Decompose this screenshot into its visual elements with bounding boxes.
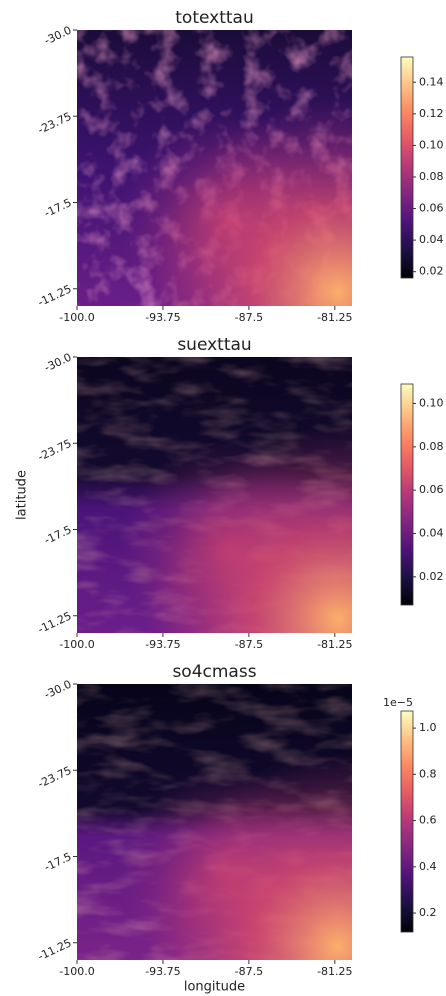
- heatmap-hotspot: [77, 357, 352, 633]
- y-tick-label: -17.5: [42, 850, 73, 874]
- colorbar: [400, 710, 414, 933]
- colorbar-tick-label: 0.4: [419, 860, 437, 873]
- chart-title: so4cmass: [172, 662, 256, 682]
- x-tick-label: -93.75: [145, 965, 180, 978]
- x-tick-label: -100.0: [59, 311, 94, 324]
- x-tick-label: -81.25: [317, 311, 352, 324]
- x-tick-label: -87.5: [235, 965, 263, 978]
- y-tick-label: -23.75: [36, 110, 74, 137]
- colorbar-tick-label: 0.6: [419, 814, 437, 827]
- x-tick-label: -87.5: [235, 638, 263, 651]
- x-tick-label: -100.0: [59, 638, 94, 651]
- y-tick-label: -23.75: [36, 437, 74, 464]
- heatmap-hotspot: [77, 30, 352, 306]
- y-tick-label: -11.25: [36, 282, 74, 309]
- colorbar-tick-label: 0.04: [419, 233, 444, 246]
- colorbar: [400, 56, 414, 279]
- heatmap-image: [77, 684, 352, 960]
- y-axis-label: latitude: [15, 470, 30, 520]
- colorbar-tick-label: 0.04: [419, 527, 444, 540]
- y-tick-label: -17.5: [42, 196, 73, 220]
- colorbar-tick-label: 0.2: [419, 906, 437, 919]
- y-tick-label: -30.0: [42, 351, 73, 375]
- heatmap-image: [77, 357, 352, 633]
- colorbar-tick-label: 0.08: [419, 440, 444, 453]
- chart-title: totexttau: [175, 8, 253, 28]
- x-tick-label: -87.5: [235, 311, 263, 324]
- heatmap-hotspot: [77, 684, 352, 960]
- x-tick-label: -81.25: [317, 638, 352, 651]
- y-tick-label: -30.0: [42, 678, 73, 702]
- colorbar-tick-label: 0.06: [419, 202, 444, 215]
- heatmap-image: [77, 30, 352, 306]
- colorbar-tick-label: 0.10: [419, 397, 444, 410]
- colorbar-tick-label: 0.02: [419, 570, 444, 583]
- chart-title: suexttau: [177, 335, 251, 355]
- colorbar-tick-label: 0.8: [419, 767, 437, 780]
- x-tick-label: -93.75: [145, 638, 180, 651]
- colorbar-offset-label: 1e−5: [383, 696, 413, 709]
- colorbar-tick-label: 1.0: [419, 721, 437, 734]
- y-tick-label: -11.25: [36, 609, 74, 636]
- colorbar-tick-label: 0.10: [419, 138, 444, 151]
- y-tick-label: -30.0: [42, 24, 73, 48]
- colorbar-tick-label: 0.06: [419, 483, 444, 496]
- y-tick-label: -11.25: [36, 936, 74, 963]
- x-axis-label: longitude: [184, 980, 245, 995]
- x-tick-label: -93.75: [145, 311, 180, 324]
- colorbar-tick-label: 0.14: [419, 75, 444, 88]
- colorbar: [400, 383, 414, 606]
- x-tick-label: -100.0: [59, 965, 94, 978]
- y-tick-label: -17.5: [42, 523, 73, 547]
- y-tick-label: -23.75: [36, 764, 74, 791]
- colorbar-tick-label: 0.12: [419, 107, 444, 120]
- colorbar-tick-label: 0.08: [419, 170, 444, 183]
- colorbar-tick-label: 0.02: [419, 265, 444, 278]
- x-tick-label: -81.25: [317, 965, 352, 978]
